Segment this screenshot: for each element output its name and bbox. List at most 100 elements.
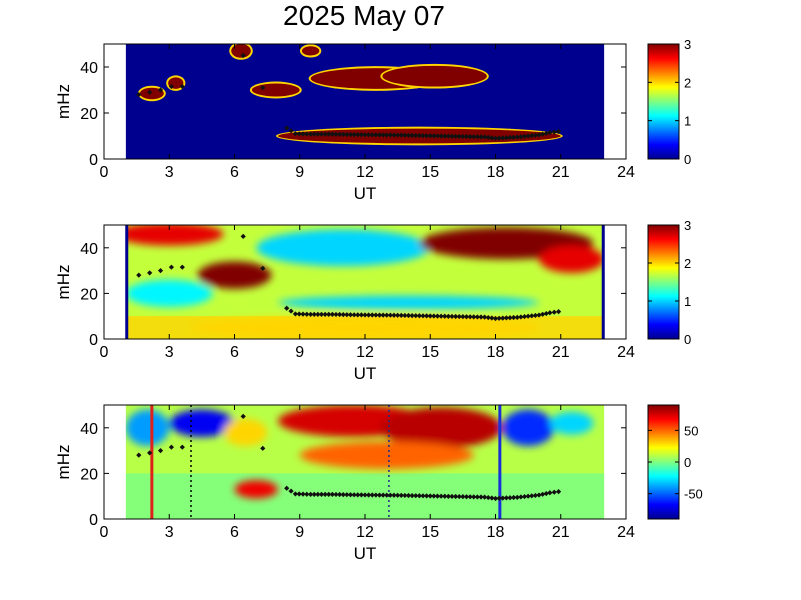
trace-point — [260, 85, 266, 91]
trace-point — [485, 314, 491, 321]
trace-point — [179, 83, 185, 90]
trace-point — [329, 491, 335, 497]
heatmap-blob — [549, 411, 594, 435]
trace-point — [296, 131, 302, 137]
trace-point — [496, 135, 502, 141]
trace-point — [329, 311, 335, 317]
trace-point — [358, 312, 364, 318]
x-tick-label: 24 — [617, 164, 635, 181]
y-axis-label: mHz — [54, 84, 73, 119]
trace-point — [168, 444, 175, 450]
trace-point — [326, 491, 332, 497]
heatmap-blob — [502, 409, 555, 447]
trace-point — [536, 132, 542, 138]
trace-point — [467, 494, 473, 500]
trace-point — [391, 132, 397, 138]
trace-point — [424, 133, 430, 139]
trace-point — [551, 129, 557, 135]
colorbar-tick-label: 2 — [684, 75, 691, 90]
figure-title: 2025 May 07 — [283, 0, 445, 31]
trace-point — [409, 492, 415, 499]
trace-point — [532, 492, 538, 499]
colorbar-tick-label: 3 — [684, 37, 691, 52]
trace-point — [402, 132, 408, 138]
heatmap — [125, 405, 605, 519]
trace-point — [157, 87, 164, 93]
heatmap-blob — [125, 409, 170, 447]
trace-series — [136, 413, 562, 502]
trace-point — [366, 132, 372, 138]
trace-point — [500, 495, 506, 501]
x-tick-label: 18 — [487, 524, 505, 541]
trace-point — [529, 133, 535, 139]
x-axis-label: UT — [354, 184, 377, 203]
x-axis-label: UT — [354, 544, 377, 563]
trace-point — [311, 131, 317, 137]
trace-point — [507, 134, 513, 141]
trace-point — [260, 265, 266, 271]
trace-point — [514, 494, 520, 500]
trace-point — [329, 131, 335, 137]
trace-point — [136, 92, 142, 98]
trace-point — [536, 312, 542, 318]
trace-point — [362, 312, 368, 318]
trace-point — [500, 315, 506, 321]
trace-point — [424, 493, 430, 499]
trace-point — [442, 133, 448, 139]
trace-point — [555, 489, 562, 495]
trace-point — [376, 132, 383, 138]
trace-point — [511, 494, 517, 501]
trace-point — [431, 313, 437, 319]
trace-point — [311, 311, 317, 317]
colorbar-tick-label: 1 — [684, 114, 691, 129]
trace-point — [482, 494, 488, 500]
trace-point — [292, 131, 298, 137]
trace-point — [521, 133, 528, 139]
trace-point — [449, 313, 455, 320]
heatmap-blob — [251, 83, 300, 97]
trace-point — [453, 313, 459, 320]
trace-point — [463, 133, 470, 140]
trace-point — [179, 264, 185, 270]
trace-point — [442, 493, 448, 499]
trace-point — [555, 309, 562, 315]
trace-point — [304, 311, 310, 317]
colorbar-gradient — [647, 43, 680, 160]
trace-point — [369, 312, 375, 318]
x-tick-label: 21 — [552, 524, 570, 541]
trace-point — [369, 492, 375, 498]
trace-point — [387, 492, 393, 498]
colorbar-gradient — [647, 224, 680, 340]
heatmap-blob — [125, 279, 213, 308]
trace-point — [413, 313, 419, 319]
x-tick-label: 18 — [487, 164, 505, 181]
trace-point — [322, 311, 328, 317]
trace-point — [434, 133, 441, 139]
trace-point — [456, 493, 462, 500]
trace-point — [536, 492, 542, 498]
trace-point — [449, 493, 455, 500]
heatmap-blob — [301, 46, 320, 56]
trace-point — [347, 492, 354, 498]
trace-point — [551, 489, 557, 495]
trace-point — [540, 311, 546, 317]
trace-point — [340, 492, 346, 498]
trace-point — [525, 313, 531, 319]
trace-point — [471, 314, 477, 320]
trace-point — [416, 313, 422, 319]
trace-point — [366, 492, 372, 498]
trace-point — [485, 134, 491, 140]
trace-point — [449, 133, 455, 139]
trace-point — [355, 312, 361, 318]
trace-point — [478, 134, 484, 140]
trace-point — [373, 132, 379, 138]
x-tick-label: 12 — [356, 164, 374, 181]
heatmap-blob — [169, 409, 235, 437]
x-tick-label: 0 — [100, 524, 109, 541]
x-tick-label: 0 — [100, 164, 109, 181]
trace-point — [240, 233, 246, 239]
heatmap-blob — [380, 407, 503, 449]
y-tick-label: 20 — [80, 466, 98, 483]
trace-point — [492, 135, 499, 141]
trace-point — [511, 134, 517, 140]
